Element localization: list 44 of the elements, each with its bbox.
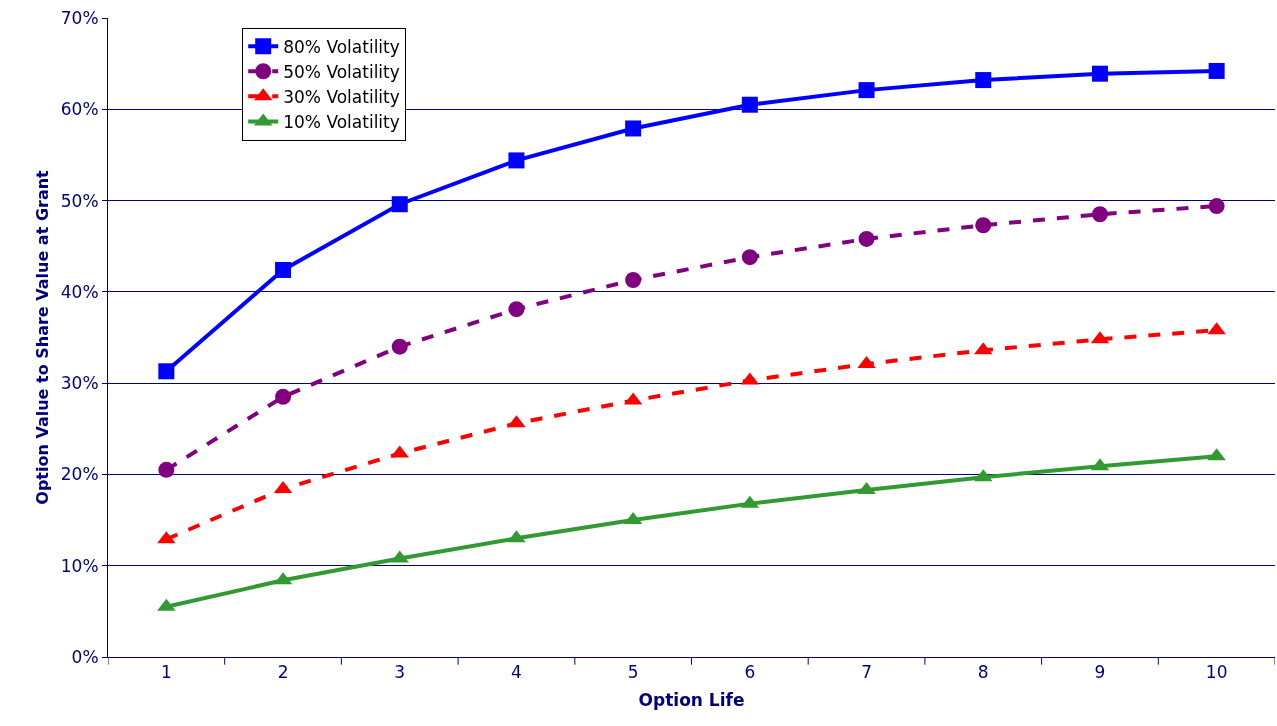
x-tick-label: 9 — [1094, 662, 1106, 683]
x-tick-label: 3 — [394, 662, 406, 683]
x-tick-label: 10 — [1205, 662, 1228, 683]
point — [508, 152, 525, 169]
point — [1091, 206, 1108, 223]
y-tick-label: 30% — [60, 373, 99, 394]
x-tick-label: 1 — [160, 662, 172, 683]
point — [508, 301, 525, 318]
point — [158, 461, 175, 478]
x-tick-label: 6 — [744, 662, 756, 683]
point — [391, 338, 408, 355]
point — [275, 388, 292, 405]
legend-label: 80% Volatility — [283, 36, 400, 57]
point — [158, 363, 175, 380]
point — [858, 82, 875, 99]
point — [975, 217, 992, 234]
y-tick-label: 70% — [60, 7, 99, 28]
y-tick-label: 50% — [60, 190, 99, 211]
point — [275, 261, 292, 278]
x-tick-label: 2 — [277, 662, 289, 683]
point — [741, 249, 758, 266]
legend-label: 30% Volatility — [283, 86, 400, 107]
y-tick-label: 40% — [60, 281, 99, 302]
y-tick-label: 0% — [71, 646, 99, 667]
point — [625, 120, 642, 137]
point — [975, 72, 992, 89]
point — [1208, 198, 1225, 215]
x-tick-label: 7 — [861, 662, 872, 683]
x-tick-label: 5 — [627, 662, 639, 683]
point — [1091, 65, 1108, 82]
y-tick-label: 20% — [60, 464, 99, 485]
legend-label: 50% Volatility — [283, 61, 400, 82]
legend-label: 10% Volatility — [283, 112, 400, 133]
point — [1208, 62, 1225, 79]
point — [741, 96, 758, 113]
x-tick-label: 8 — [977, 662, 989, 683]
y-axis-title: Option Value to Share Value at Grant — [32, 169, 52, 505]
x-axis-title: Option Life — [638, 689, 745, 710]
point — [858, 230, 875, 247]
y-tick-label: 10% — [60, 555, 99, 576]
point — [625, 271, 642, 288]
x-tick-label: 4 — [511, 662, 522, 683]
y-tick-label: 60% — [60, 99, 99, 120]
point — [391, 196, 408, 213]
